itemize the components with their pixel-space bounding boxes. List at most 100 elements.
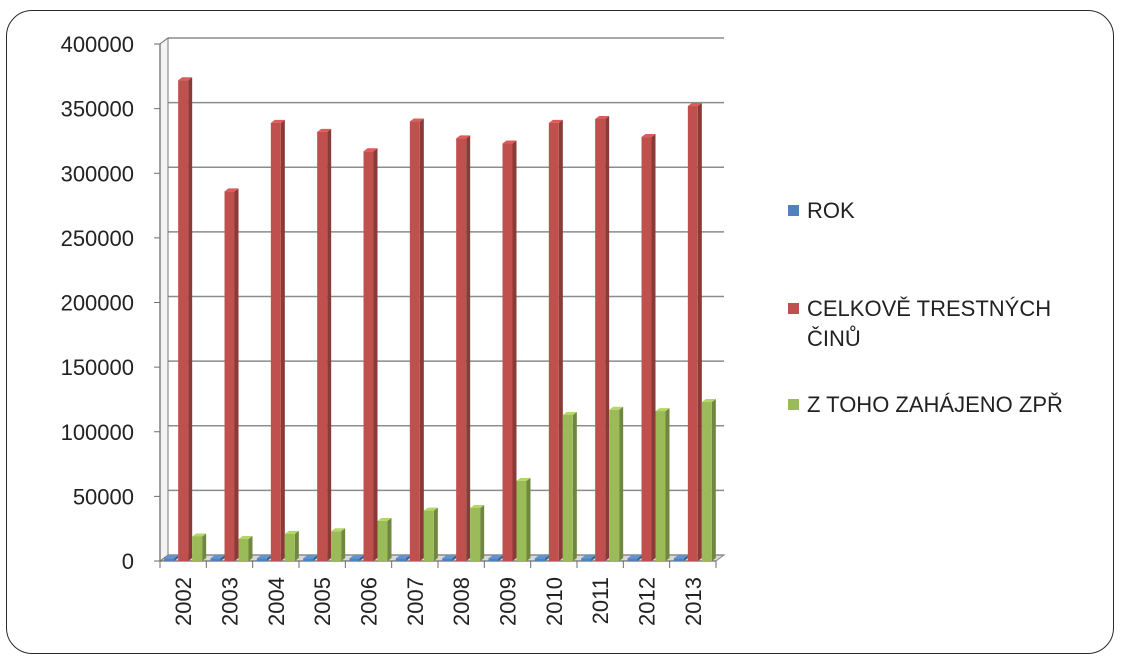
bar-ztoho-top xyxy=(284,530,299,534)
bar-celkove-top xyxy=(178,77,193,81)
bar-celkove-top xyxy=(363,148,378,152)
bar-rok-top xyxy=(534,555,549,559)
legend-item-celkove: CELKOVĚ TRESTNÝCH ČINŮ xyxy=(788,294,1067,354)
bar-rok-side xyxy=(266,555,271,561)
bar-celkove-side xyxy=(327,128,332,561)
x-tick-label: 2004 xyxy=(264,577,289,626)
bar-celkove-side xyxy=(558,119,563,561)
bar-rok xyxy=(210,558,221,561)
bar-ztoho xyxy=(377,520,388,561)
bar-ztoho-top xyxy=(609,406,624,410)
x-tick-label: 2005 xyxy=(310,577,335,626)
bar-ztoho-top xyxy=(377,517,392,521)
bar-ztoho-side xyxy=(711,399,716,561)
bar-ztoho xyxy=(470,508,481,561)
plot-side-wall xyxy=(159,37,169,562)
bar-celkove-side xyxy=(419,118,424,562)
bar-ztoho-side xyxy=(572,411,577,561)
legend-swatch-celkove xyxy=(788,303,799,314)
bar-rok-top xyxy=(488,555,503,559)
bar-celkove-top xyxy=(595,115,610,119)
bar-rok-top xyxy=(627,555,642,559)
bar-ztoho-side xyxy=(341,528,346,561)
bar-celkove-top xyxy=(548,119,563,123)
bar-ztoho-top xyxy=(423,507,438,511)
bar-celkove-top xyxy=(409,118,424,122)
x-tick-label: 2010 xyxy=(542,577,567,626)
bar-rok xyxy=(303,558,314,561)
bar-rok xyxy=(164,558,175,561)
x-tick-label: 2013 xyxy=(681,577,706,626)
bar-ztoho xyxy=(655,411,666,561)
legend-label-celkove: CELKOVĚ TRESTNÝCH ČINŮ xyxy=(807,296,1052,351)
x-tick-label: 2003 xyxy=(218,577,243,626)
bar-celkove-top xyxy=(641,134,656,138)
bar-ztoho xyxy=(609,409,620,561)
bar-rok-top xyxy=(210,555,225,559)
bar-rok-side xyxy=(637,555,642,561)
bar-ztoho xyxy=(516,480,527,561)
bar-ztoho-top xyxy=(192,533,207,537)
bar-celkove-top xyxy=(317,128,332,132)
bar-celkove-top xyxy=(270,119,285,123)
bar-ztoho xyxy=(562,414,573,561)
bar-ztoho-top xyxy=(331,528,346,532)
bar-rok xyxy=(256,558,267,561)
y-tick-label: 0 xyxy=(122,549,134,574)
bar-ztoho xyxy=(423,510,434,561)
bar-rok-side xyxy=(174,555,179,561)
bar-ztoho-side xyxy=(665,408,670,561)
bar-ztoho-top xyxy=(238,536,253,540)
bar-ztoho-top xyxy=(516,477,531,481)
bar-celkove xyxy=(363,151,374,561)
bar-rok-side xyxy=(544,555,549,561)
bar-ztoho-side xyxy=(526,477,531,561)
bar-ztoho-side xyxy=(480,505,485,561)
y-tick-label: 400000 xyxy=(61,32,134,57)
legend-label-rok: ROK xyxy=(807,198,855,223)
bar-rok-side xyxy=(452,555,457,561)
legend-swatch-rok xyxy=(788,205,799,216)
bar-celkove-side xyxy=(512,140,517,561)
bar-rok-top xyxy=(164,555,179,559)
bar-rok-side xyxy=(313,555,318,561)
bar-rok-top xyxy=(256,555,271,559)
bar-rok-side xyxy=(405,555,410,561)
y-tick-label: 250000 xyxy=(61,226,134,251)
bar-rok xyxy=(673,558,684,561)
bar-celkove xyxy=(502,143,513,561)
bar-rok xyxy=(395,558,406,561)
bar-ztoho xyxy=(238,539,249,561)
legend-item-ztoho: Z TOHO ZAHÁJENO ZPŘ xyxy=(788,390,1107,420)
bar-rok-top xyxy=(442,555,457,559)
x-tick-label: 2008 xyxy=(449,577,474,626)
bar-ztoho-top xyxy=(470,505,485,509)
bar-celkove xyxy=(641,137,652,561)
y-tick-label: 200000 xyxy=(61,291,134,316)
bar-celkove-top xyxy=(224,188,239,192)
bar-celkove-side xyxy=(651,134,656,561)
bar-celkove xyxy=(178,80,189,561)
bar-celkove xyxy=(224,191,235,561)
bar-rok xyxy=(581,558,592,561)
bar-ztoho-top xyxy=(655,408,670,412)
bar-rok xyxy=(488,558,499,561)
bar-rok-top xyxy=(395,555,410,559)
bar-celkove xyxy=(687,106,698,561)
bar-ztoho-top xyxy=(701,399,716,403)
x-tick-label: 2012 xyxy=(635,577,660,626)
bar-rok-side xyxy=(591,555,596,561)
bar-celkove-side xyxy=(373,148,378,561)
bar-ztoho xyxy=(701,402,712,561)
legend-item-rok: ROK xyxy=(788,196,1107,226)
bar-rok-side xyxy=(220,555,225,561)
bar-rok-top xyxy=(673,555,688,559)
bar-ztoho-side xyxy=(202,533,207,561)
bar-rok-side xyxy=(498,555,503,561)
bar-ztoho xyxy=(192,536,203,561)
bar-rok xyxy=(349,558,360,561)
bar-ztoho-side xyxy=(619,406,624,561)
bar-celkove-top xyxy=(456,135,471,139)
bar-ztoho-top xyxy=(562,411,577,415)
